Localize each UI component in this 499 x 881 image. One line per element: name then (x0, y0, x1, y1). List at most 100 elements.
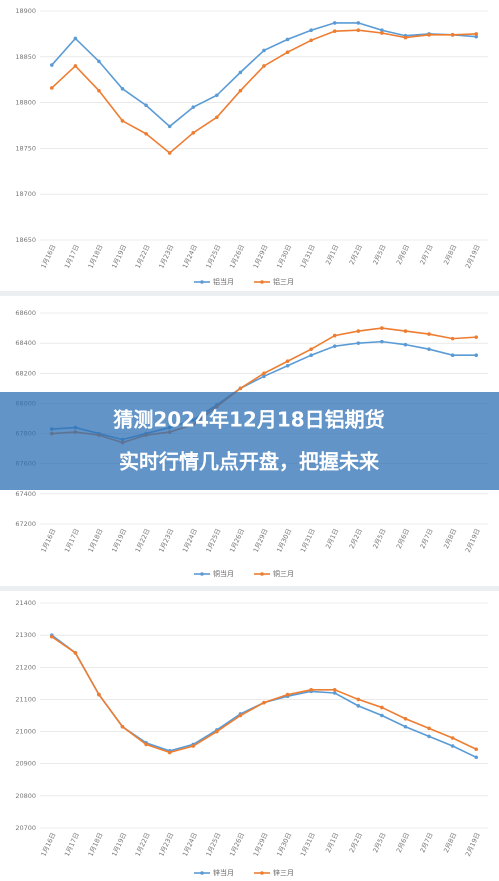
point (262, 64, 266, 68)
point (120, 119, 125, 123)
y-tick-label: 18850 (15, 53, 36, 61)
point (356, 329, 361, 333)
point (474, 353, 479, 357)
point (427, 726, 431, 731)
point (167, 151, 172, 155)
point (450, 744, 455, 748)
point (403, 329, 408, 333)
point (356, 704, 361, 708)
y-tick-label: 68200 (15, 369, 36, 377)
point (97, 692, 101, 697)
point (120, 724, 125, 729)
point (144, 103, 148, 108)
legend-marker (260, 871, 264, 875)
point (474, 335, 479, 339)
y-tick-label: 21100 (15, 695, 36, 703)
point (380, 31, 384, 35)
point (144, 742, 148, 747)
point (97, 59, 101, 64)
point (73, 651, 78, 655)
point (191, 131, 196, 135)
legend-marker (260, 572, 264, 576)
y-tick-label: 21300 (15, 631, 36, 639)
point (73, 64, 78, 68)
point (450, 336, 455, 341)
point (427, 332, 431, 336)
point (403, 716, 408, 721)
point (332, 691, 337, 695)
point (285, 692, 290, 697)
point (285, 37, 290, 42)
point (332, 333, 337, 338)
point (309, 353, 313, 357)
legend-label: 铝三月 (273, 277, 294, 286)
point (238, 713, 243, 718)
y-tick-label: 68400 (15, 339, 36, 347)
point (427, 33, 431, 37)
panel (0, 0, 499, 291)
y-tick-label: 20900 (15, 760, 36, 768)
point (332, 687, 337, 692)
legend-marker (200, 572, 204, 576)
y-tick-label: 21200 (15, 663, 36, 671)
point (450, 353, 455, 357)
point (215, 729, 219, 734)
y-tick-label: 21000 (15, 728, 36, 736)
point (191, 744, 196, 748)
y-tick-label: 18800 (15, 99, 36, 107)
point (332, 344, 337, 348)
point (403, 724, 408, 729)
point (380, 339, 384, 344)
point (356, 21, 361, 25)
y-tick-label: 18650 (15, 236, 36, 244)
point (262, 374, 266, 379)
point (262, 700, 266, 705)
point (191, 105, 196, 109)
point (238, 386, 243, 391)
point (49, 86, 54, 90)
legend-label: 铜当月 (213, 569, 234, 578)
point (215, 115, 219, 120)
point (49, 63, 54, 67)
y-tick-label: 68600 (15, 309, 36, 317)
point (427, 347, 431, 351)
point (262, 48, 266, 53)
point (144, 131, 148, 136)
y-tick-label: 20700 (15, 824, 36, 832)
y-tick-label: 18700 (15, 190, 36, 198)
point (380, 713, 384, 718)
point (97, 88, 101, 93)
point (403, 35, 408, 40)
point (309, 347, 313, 351)
point (380, 326, 384, 330)
legend-label: 锌三月 (273, 868, 294, 877)
point (380, 705, 384, 710)
point (49, 634, 54, 639)
point (356, 341, 361, 345)
point (427, 734, 431, 739)
point (403, 342, 408, 347)
point (215, 93, 219, 98)
point (285, 50, 290, 55)
point (120, 87, 125, 91)
y-tick-label: 67400 (15, 490, 36, 498)
point (332, 21, 337, 25)
banner-title: 实时行情几点开盘，把握未来 (119, 450, 380, 474)
point (474, 34, 479, 39)
point (380, 28, 384, 33)
legend-marker (260, 280, 264, 284)
point (285, 363, 290, 368)
point (450, 33, 455, 37)
y-tick-label: 18900 (15, 7, 36, 15)
point (309, 687, 313, 692)
point (450, 736, 455, 740)
legend-label: 铜三月 (273, 569, 294, 578)
point (474, 32, 479, 36)
point (309, 28, 313, 33)
y-tick-label: 18750 (15, 144, 36, 152)
point (73, 36, 78, 41)
y-tick-label: 67200 (15, 520, 36, 528)
y-tick-label: 20800 (15, 792, 36, 800)
point (474, 747, 479, 752)
